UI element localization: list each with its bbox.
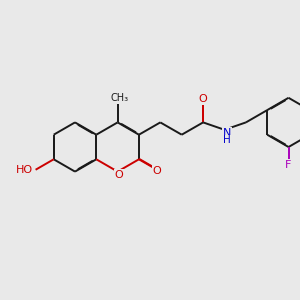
Text: O: O [115, 170, 124, 180]
Text: N: N [223, 128, 231, 138]
Text: H: H [223, 135, 231, 145]
Text: O: O [153, 166, 161, 176]
Text: HO: HO [16, 165, 33, 175]
Text: O: O [199, 94, 208, 104]
Text: CH₃: CH₃ [110, 94, 128, 103]
Text: F: F [285, 160, 292, 170]
